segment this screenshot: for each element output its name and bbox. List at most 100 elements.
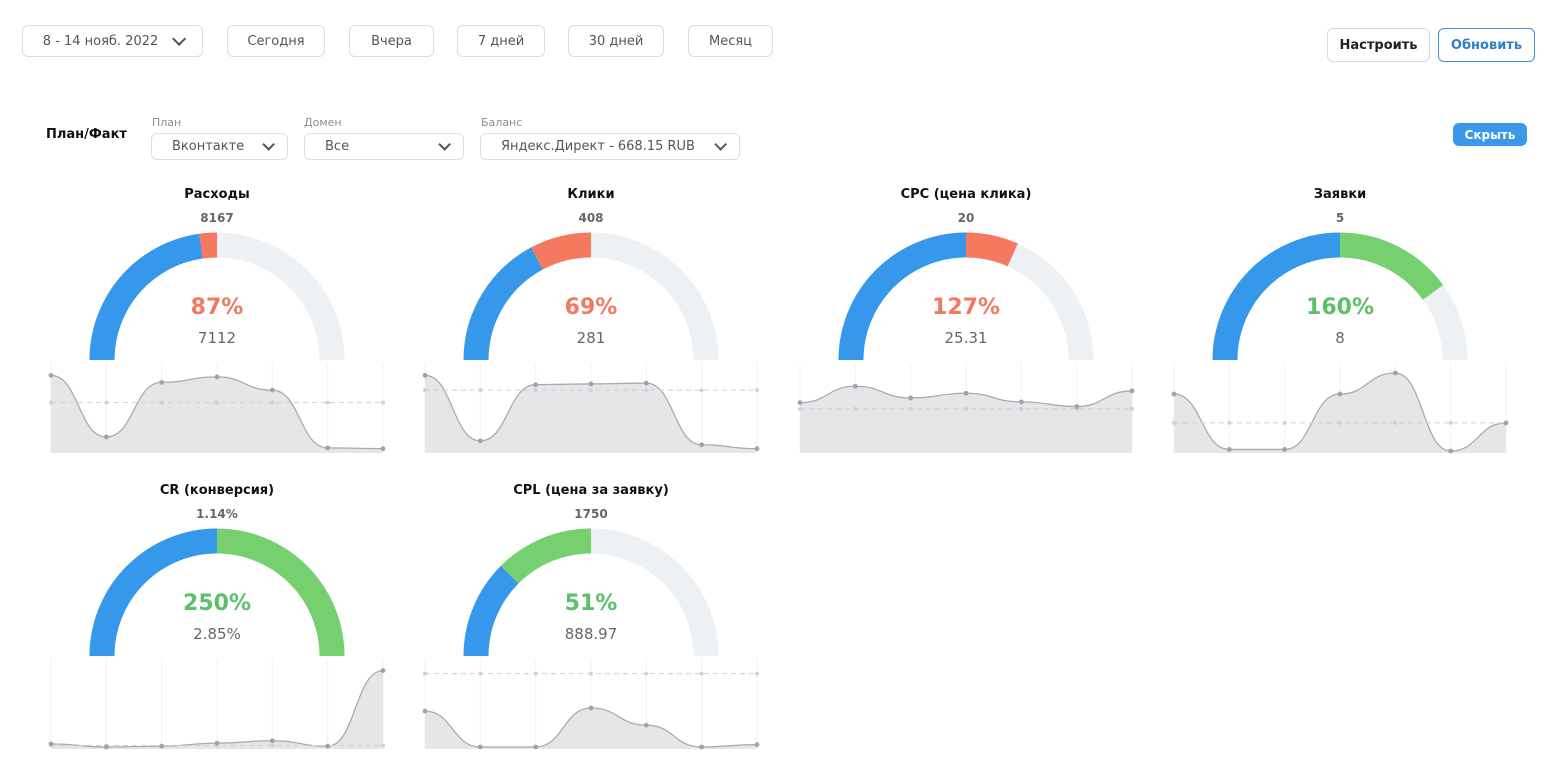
plan-point (104, 400, 109, 405)
metric-percent: 69% (564, 295, 618, 320)
plan-select[interactable]: Вконтакте (151, 133, 288, 160)
sparkline-point[interactable] (1337, 391, 1343, 397)
sparkline-point[interactable] (643, 380, 649, 386)
sparkline-point[interactable] (325, 743, 331, 749)
period-yesterday-button[interactable]: Вчера (349, 25, 434, 57)
sparkline-point[interactable] (754, 446, 760, 452)
sparkline-point[interactable] (908, 395, 914, 401)
sparkline-area (425, 375, 757, 453)
gauge-chart (1212, 232, 1468, 361)
sparkline-point[interactable] (269, 387, 275, 393)
balance-select[interactable]: Яндекс.Директ - 668.15 RUB (480, 133, 740, 160)
plan-point (699, 671, 704, 676)
plan-point (381, 400, 385, 405)
period-30-days-button[interactable]: 30 дней (568, 25, 664, 57)
sparkline-point[interactable] (1171, 391, 1177, 397)
section-title: План/Факт (46, 127, 127, 142)
period-7-days-button[interactable]: 7 дней (457, 25, 545, 57)
metric-title: Заявки (1313, 187, 1367, 202)
metric-card: Расходы 8167 87% 7112 (47, 187, 387, 477)
date-range-value: 8 - 14 нояб. 2022 (42, 33, 159, 49)
sparkline-point[interactable] (852, 383, 858, 389)
domain-label: Домен (304, 116, 342, 129)
metric-card: CPC (цена клика) 20 127% 25.31 (796, 187, 1136, 477)
metric-plan-value: 1750 (574, 507, 608, 521)
metric-percent: 51% (564, 591, 618, 616)
sparkline-area (425, 708, 757, 749)
sparkline-point[interactable] (422, 708, 428, 714)
gauge-chart (463, 528, 719, 657)
sparkline-point[interactable] (159, 743, 165, 749)
period-month-button[interactable]: Месяц (688, 25, 773, 57)
plan-point (159, 400, 164, 405)
sparkline-point[interactable] (1503, 420, 1509, 426)
metric-percent: 127% (932, 295, 1000, 320)
sparkline-point[interactable] (380, 668, 386, 673)
sparkline-point[interactable] (1282, 447, 1288, 452)
sparkline-point[interactable] (477, 744, 483, 750)
metric-title: CPL (цена за заявку) (513, 483, 669, 498)
metric-fact-value: 25.31 (944, 329, 988, 347)
metric-card: Клики 408 69% 281 (421, 187, 761, 477)
sparkline-point[interactable] (533, 382, 539, 388)
gauge-delta-arc (216, 528, 345, 657)
sparkline-point[interactable] (1018, 399, 1024, 405)
metric-percent: 250% (183, 591, 251, 616)
domain-select-value: Все (325, 139, 350, 154)
gauge-delta-arc (500, 528, 592, 584)
plan-point (533, 388, 538, 393)
sparkline-point[interactable] (1448, 448, 1454, 454)
sparkline-point[interactable] (103, 434, 109, 440)
sparkline-point[interactable] (103, 744, 109, 750)
sparkline-point[interactable] (380, 446, 386, 452)
hide-button[interactable]: Скрыть (1453, 123, 1527, 146)
plan-point (1282, 420, 1287, 425)
sparkline-point[interactable] (1129, 388, 1135, 394)
metric-fact-value: 8 (1335, 329, 1345, 347)
sparkline-point[interactable] (48, 372, 54, 378)
sparkline-point[interactable] (269, 738, 275, 744)
plan-point (325, 400, 330, 405)
sparkline-point[interactable] (422, 372, 428, 378)
sparkline-point[interactable] (214, 374, 220, 380)
gauge-chart (89, 232, 345, 361)
sparkline-point[interactable] (214, 740, 220, 746)
sparkline-point[interactable] (159, 379, 165, 385)
sparkline-point[interactable] (699, 442, 705, 448)
refresh-button[interactable]: Обновить (1438, 28, 1535, 62)
sparkline-point[interactable] (588, 705, 594, 711)
plan-point (644, 671, 649, 676)
metric-title: CPC (цена клика) (900, 187, 1032, 202)
sparkline-point[interactable] (477, 438, 483, 444)
metric-plan-value: 8167 (200, 211, 234, 225)
sparkline-point[interactable] (48, 741, 54, 747)
sparkline-point[interactable] (963, 390, 969, 396)
period-today-button[interactable]: Сегодня (227, 25, 325, 57)
plan-point (423, 671, 427, 676)
domain-select[interactable]: Все (304, 133, 464, 160)
balance-select-value: Яндекс.Директ - 668.15 RUB (501, 139, 695, 154)
sparkline-point[interactable] (1392, 370, 1398, 376)
sparkline-point[interactable] (1074, 404, 1080, 409)
sparkline-point[interactable] (588, 381, 594, 387)
plan-point (478, 388, 483, 393)
sparkline-point[interactable] (533, 744, 539, 750)
chevron-down-icon (438, 138, 451, 151)
sparkline-point[interactable] (699, 744, 705, 750)
sparkline-point[interactable] (754, 742, 760, 748)
configure-button[interactable]: Настроить (1327, 28, 1430, 62)
plan-point (755, 671, 759, 676)
sparkline-point[interactable] (325, 445, 331, 451)
date-range-select[interactable]: 8 - 14 нояб. 2022 (22, 25, 203, 57)
sparkline-point[interactable] (643, 722, 649, 728)
metric-card: Заявки 5 160% 8 (1170, 187, 1510, 477)
sparkline-area (51, 375, 383, 453)
sparkline-point[interactable] (1226, 447, 1232, 452)
plan-point (755, 388, 759, 393)
sparkline-point[interactable] (797, 400, 803, 406)
plan-point (215, 400, 219, 405)
chevron-down-icon (714, 138, 727, 151)
chevron-down-icon (172, 31, 187, 46)
chevron-down-icon (262, 138, 275, 151)
metric-fact-value: 7112 (197, 329, 237, 347)
